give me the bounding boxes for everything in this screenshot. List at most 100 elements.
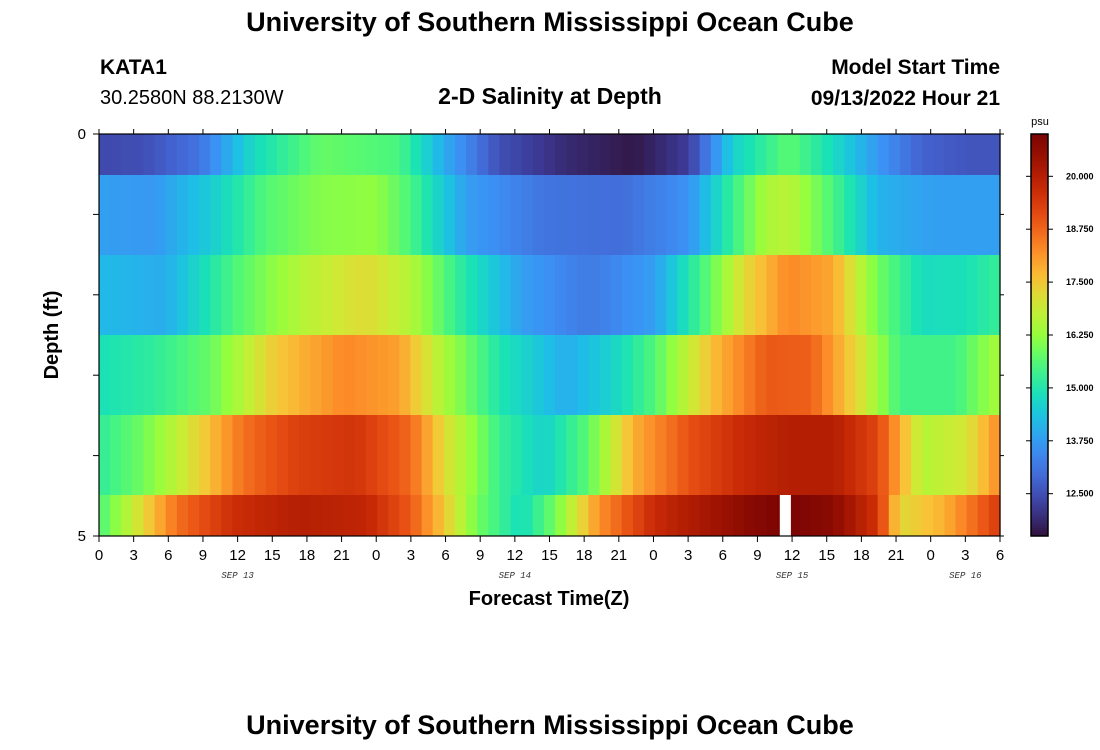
heatmap-cell [710,495,723,536]
heatmap-cell [410,175,423,255]
heatmap-cell [833,335,845,415]
heatmap-cell [510,335,523,415]
heatmap-cell [254,255,267,335]
heatmap-cell [899,415,912,495]
heatmap-cell [866,134,879,175]
heatmap-cell [733,175,745,255]
heatmap-cell [788,495,801,536]
heatmap-cell [454,335,467,415]
heatmap-cell [955,255,968,335]
heatmap-cell [855,415,868,495]
x-tick-label: 6 [996,547,1004,564]
heatmap-cell [688,255,701,335]
heatmap-cell [788,255,801,335]
colorbar-gradient [1030,133,1049,537]
heatmap-cell [199,495,211,536]
x-axis: 0 3 6 9 12 15 18 21 0 3 6 9 12 15 18 21 0 3 6 9 12 15 18 21 0 3 6 S… [95,129,1004,581]
heatmap-cell [521,175,534,255]
heatmap-cell [399,255,412,335]
plot-title: 2-D Salinity at Depth [438,83,662,109]
heatmap-cell [221,175,234,255]
heatmap-cell [365,495,378,536]
page-title: University of Southern Mississippi Ocean… [246,7,854,37]
heatmap-cell [132,415,145,495]
colorbar-tick-label: 18.750 [1066,224,1094,234]
heatmap-cell [466,335,478,415]
heatmap-cell [354,255,367,335]
x-tick-label: 6 [441,547,449,564]
heatmap-cell [566,415,578,495]
heatmap-cell [810,175,823,255]
heatmap-cell [143,495,156,536]
heatmap-cell [599,134,612,175]
heatmap-cell [165,175,178,255]
heatmap-cell [688,335,701,415]
heatmap-cell [666,495,679,536]
heatmap-cell [911,415,923,495]
heatmap-cell [477,255,489,335]
heatmap-cell [187,495,200,536]
heatmap-cell [555,415,567,495]
heatmap-cell [944,415,957,495]
heatmap-cell [154,495,167,536]
heatmap-cell [488,134,501,175]
heatmap-cell [755,495,767,536]
heatmap-cell [644,415,656,495]
heatmap-cell [343,415,356,495]
heatmap-cell [254,175,267,255]
heatmap-cell [210,495,222,536]
heatmap-cell [666,335,679,415]
heatmap-cell [755,415,767,495]
heatmap-cell [365,255,378,335]
heatmap-cell [822,175,834,255]
heatmap-cell [644,134,656,175]
heatmap-cell [988,495,1001,536]
date-label: SEP 16 [949,571,982,581]
heatmap-cell [788,335,801,415]
heatmap-cell [877,175,890,255]
heatmap-cell [121,495,133,536]
heatmap-cell [265,415,278,495]
heatmap-cell [933,175,945,255]
heatmap-cell [454,415,467,495]
heatmap-cell [499,335,512,415]
heatmap-cell [99,495,111,536]
heatmap-cell [632,415,645,495]
heatmap-cell [632,134,645,175]
heatmap-cell [377,255,389,335]
heatmap-cell [543,415,556,495]
heatmap-cell [521,495,534,536]
heatmap-cell [343,175,356,255]
heatmap-cell [855,495,868,536]
heatmap-cell [866,175,879,255]
x-tick-label: 0 [927,547,935,564]
heatmap-cell [799,495,812,536]
heatmap-cell [154,134,167,175]
heatmap-cell [933,134,945,175]
heatmap-cell [332,335,345,415]
heatmap-cell [866,495,879,536]
heatmap-cell [466,495,478,536]
heatmap-cell [922,495,934,536]
heatmap-cell [365,415,378,495]
heatmap-cell [555,175,567,255]
heatmap-cell [432,335,445,415]
heatmap-cell [933,495,945,536]
heatmap-cell [844,415,856,495]
heatmap-cell [621,175,634,255]
heatmap-cell [521,335,534,415]
heatmap-cell [410,134,423,175]
heatmap-cell [443,415,456,495]
heatmap-cell [265,175,278,255]
heatmap-cell [899,255,912,335]
x-tick-label: 21 [888,547,905,564]
heatmap-cell [299,255,311,335]
heatmap-cell [321,495,334,536]
heatmap-cell [99,175,111,255]
heatmap-cell [432,415,445,495]
heatmap-cell [254,415,267,495]
heatmap-cell [621,335,634,415]
heatmap-cell [143,255,156,335]
heatmap-cell [276,415,289,495]
heatmap-cell [176,134,189,175]
